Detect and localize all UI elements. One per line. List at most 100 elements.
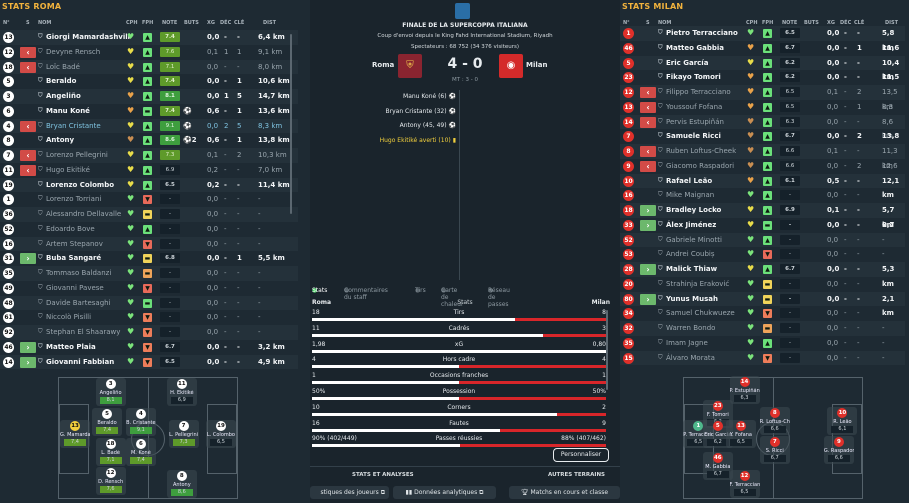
milan-crest-icon[interactable]: ◉ (499, 54, 523, 78)
player-name[interactable]: Niccolò Pisilli (46, 313, 92, 322)
formation-player[interactable]: 7 L. Pellegrini 7,3 (168, 420, 199, 449)
player-name[interactable]: Álvaro Morata (666, 353, 715, 362)
col-dec[interactable]: DÉC (220, 20, 232, 26)
formation-player[interactable]: 14 P. Estupiñán 6,3 (729, 376, 760, 404)
col-dist[interactable]: DIST (263, 20, 277, 26)
player-row[interactable]: 13 ⛉ Giorgi Mamardashvili ♥ ▲ 7.4 0,0- -6,4 km (0, 30, 298, 45)
player-name[interactable]: Pervis Estupiñán (666, 117, 724, 126)
player-name[interactable]: Matteo Gabbia (666, 43, 724, 52)
player-name[interactable]: Malick Thiaw (666, 265, 718, 273)
formation-player[interactable]: 13 Y. Fofana 6,5 (725, 420, 756, 449)
player-row[interactable]: 49 ⛉ Giovanni Pavese ♥ ▼ -0,0- - - (0, 281, 298, 296)
player-row[interactable]: 16 ⛉ Mike Maignan ♥ ▲ -0,0- - - (620, 188, 905, 203)
player-row[interactable]: 80 › ⛉ Yunus Musah ♥ ▬ -0,0- -2,1 km (620, 291, 905, 317)
player-name[interactable]: Bradley Locko (666, 206, 722, 214)
col-dist[interactable]: DIST (885, 20, 899, 26)
player-name[interactable]: Mike Maignan (666, 191, 715, 200)
player-row[interactable]: 61 ⛉ Niccolò Pisilli ♥ ▼ -0,0- - - (0, 310, 298, 325)
player-name[interactable]: Giovanni Pavese (46, 283, 104, 292)
player-name[interactable]: Pietro Terracciano (666, 29, 738, 37)
player-row[interactable]: 18 ‹ ⛉ Loïc Badé ♥ ▲ 7.1 0,0- -8,0 km (0, 59, 298, 75)
player-row[interactable]: 48 ⛉ Davide Bartesaghi ♥ ▬ -0,0- - - (0, 295, 298, 311)
player-name[interactable]: Lorenzo Torriani (46, 195, 102, 204)
formation-player[interactable]: 46 M. Gabbia 6,7 (702, 451, 733, 480)
player-name[interactable]: Alessandro Dellavalle (46, 210, 122, 218)
player-row[interactable]: 8 ⛉ Antony ♥ ▲ 8.6 ⚽2 0,6- 1 13,8 km (0, 133, 298, 148)
col-goals[interactable]: BUTS (184, 20, 199, 26)
player-row[interactable]: 13‹⛉Youssouf Fofana♥▲6.50,0-18,3 km (620, 100, 905, 126)
formation-player[interactable]: 12F. Terracciano6,5 (729, 469, 760, 498)
player-row[interactable]: 20 ⛉ Strahinja Eraković ♥ ▬ -0,0- - - (620, 277, 905, 292)
player-name[interactable]: Antony (46, 136, 75, 145)
player-name[interactable]: Tommaso Baldanzi (46, 269, 112, 277)
player-name[interactable]: Warren Bondo (666, 324, 716, 332)
player-row[interactable]: 16 ⛉ Artem Stepanov ♥ ▼ -0,0- - - (0, 236, 298, 252)
col-fph[interactable]: FPH (142, 20, 154, 26)
col-name[interactable]: NOM (38, 20, 52, 26)
col-cle[interactable]: CLÉ (854, 20, 865, 26)
player-row[interactable]: 31 › ⛉ Buba Sangaré ♥ ▬ 6.8 0,0- 1 5,5 km (0, 251, 298, 266)
customize-button[interactable]: Personnaliser (553, 448, 609, 462)
player-name[interactable]: Álex Jiménez (666, 220, 717, 229)
formation-player[interactable]: 12 D. Rensch 7,6 (95, 467, 126, 496)
col-num[interactable]: N° (3, 20, 10, 26)
player-name[interactable]: Samuele Ricci (666, 132, 721, 141)
away-team-name[interactable]: Milan (526, 61, 548, 69)
col-sub[interactable]: S (26, 20, 30, 26)
player-row[interactable]: 1 ⛉ Lorenzo Torriani ♥ ▼ -0,0- - - (0, 192, 298, 207)
player-name[interactable]: Devyne Rensch (46, 47, 101, 56)
stats-scrollbar[interactable] (606, 310, 608, 390)
player-name[interactable]: Giovanni Fabbian (46, 357, 115, 366)
player-name[interactable]: Eric García (666, 58, 709, 67)
player-stats-button[interactable]: stiques des joueurs ⧉ (310, 486, 389, 499)
player-row[interactable]: 3 ⛉ Angeliño ♥ ▲ 8.1 0,0 1 5 14,7 km (0, 89, 298, 104)
player-name[interactable]: Loïc Badé (46, 62, 80, 71)
player-row[interactable]: 1 ⛉ Pietro Terracciano ♥ ▲ 6.5 0,0- -5,8 km (620, 26, 905, 52)
home-team-name[interactable]: Roma (372, 61, 395, 69)
formation-player[interactable]: 8R. Loftus-Cheek6,6 (759, 407, 790, 436)
formation-player[interactable]: 13G. Mamardashvili7,4 (60, 420, 91, 449)
player-row[interactable]: 5 ⛉ Beraldo ♥ ▲ 7.4 0,0- 1 10,6 km (0, 74, 298, 89)
player-name[interactable]: Angeliño (46, 92, 81, 100)
player-name[interactable]: Beraldo (46, 77, 77, 86)
player-name[interactable]: Davide Bartesaghi (46, 298, 111, 307)
player-row[interactable]: 7⛉Samuele Ricci♥▲6.70,0-213,8 km (620, 129, 905, 155)
player-row[interactable]: 28 › ⛉ Malick Thiaw ♥ ▲ 6.7 0,0- -5,3 km (620, 262, 905, 288)
player-row[interactable]: 19 ⛉ Lorenzo Colombo ♥ ▲ 6.5 0,2- -11,4 km (0, 177, 298, 193)
col-xg[interactable]: XG (827, 20, 835, 26)
formation-player[interactable]: 4 B. Cristante 9,1 (125, 408, 156, 437)
formation-player[interactable]: 8 Antony 8,6 (166, 469, 197, 498)
player-name[interactable]: Gabriele Minotti (666, 235, 722, 244)
player-row[interactable]: 6 ⛉ Manu Koné ♥ ▬ 7.4 ⚽ 0,6- 1 13,6 km (0, 104, 298, 119)
player-name[interactable]: Matteo Plaia (46, 342, 96, 351)
col-fph[interactable]: FPH (762, 20, 774, 26)
player-name[interactable]: Ruben Loftus-Cheek (666, 147, 737, 155)
player-name[interactable]: Giorgi Mamardashvili (46, 33, 131, 41)
other-matches-button[interactable]: 🏆︎ Matchs en cours et classe (509, 486, 620, 499)
formation-player[interactable]: 11 H. Ekitiké 6,9 (166, 378, 197, 407)
formation-player[interactable]: 5 Beraldo 7,4 (92, 408, 123, 437)
player-row[interactable]: 53 ⛉ Andrei Coubiș ♥ ▼ -0,0- - - (620, 247, 905, 262)
player-name[interactable]: Lorenzo Pellegrini (46, 151, 108, 159)
player-row[interactable]: 5 ⛉ Eric García ♥ ▲ 6.2 0,0- -10,4 km (620, 55, 905, 81)
player-row[interactable]: 4 ‹ ⛉ Bryan Cristante ♥ ▲ 9.1 ⚽ 0,0 2 5 8,3 km (0, 118, 298, 134)
player-row[interactable]: 11 ‹ ⛉ Hugo Ekitiké ♥ ▲ 6.9 0,2- -7,0 km (0, 163, 298, 178)
player-row[interactable]: 36 ⛉ Alessandro Dellavalle ♥ ▬ -0,0- - - (0, 207, 298, 222)
player-row[interactable]: 12 ‹ ⛉ Filippo Terracciano ♥ ▲ 6.5 0,1- 2 13,5 km (620, 85, 905, 111)
player-name[interactable]: Giacomo Raspadori (666, 161, 735, 170)
player-name[interactable]: Hugo Ekitiké (46, 165, 90, 174)
player-row[interactable]: 10 ⛉ Rafael Leão ♥ ▲ 6.1 0,5- -12,1 km (620, 173, 905, 199)
player-name[interactable]: Edoardo Bove (46, 224, 95, 233)
player-row[interactable]: 15 ⛉ Álvaro Morata ♥ ▼ -0,0- - - (620, 350, 905, 366)
player-row[interactable]: 32 ⛉ Warren Bondo ♥ ▬ -0,0- - - (620, 321, 905, 336)
col-cle[interactable]: CLÉ (234, 20, 245, 26)
player-name[interactable]: Filippo Terracciano (666, 88, 731, 96)
player-row[interactable]: 35 ⛉ Imam Jagne ♥ ▲ -0,0- - - (620, 336, 905, 351)
player-name[interactable]: Rafael Leão (666, 176, 713, 185)
player-row[interactable]: 23⛉Fikayo Tomori♥▲6.20,0--11,5 km (620, 70, 905, 96)
formation-player[interactable]: 7 S. Ricci 6,7 (759, 436, 790, 464)
col-cph[interactable]: CPH (746, 20, 758, 26)
player-row[interactable]: 33›⛉Álex Jiménez♥▬-0,0--0,7 km (620, 218, 905, 244)
col-xg[interactable]: XG (207, 20, 215, 26)
player-name[interactable]: Youssouf Fofana (666, 102, 723, 111)
